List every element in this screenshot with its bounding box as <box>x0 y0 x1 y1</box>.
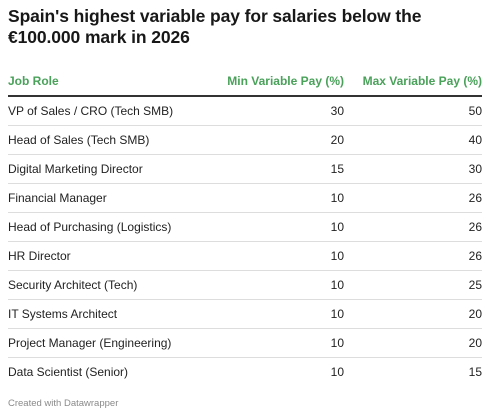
column-header-min-variable-pay[interactable]: Min Variable Pay (%) <box>208 67 344 97</box>
cell-min-variable-pay: 10 <box>330 365 344 379</box>
cell-job-role: Digital Marketing Director <box>8 154 208 184</box>
cell-job-role: VP of Sales / CRO (Tech SMB) <box>8 96 208 126</box>
table-row: VP of Sales / CRO (Tech SMB) 30 50 <box>8 96 482 126</box>
column-header-max-variable-pay[interactable]: Max Variable Pay (%) <box>344 67 482 97</box>
datawrapper-credit[interactable]: Created with Datawrapper <box>8 398 119 409</box>
cell-job-role: IT Systems Architect <box>8 299 208 329</box>
table-row: Head of Sales (Tech SMB) 20 40 <box>8 125 482 155</box>
cell-min-variable-pay: 20 <box>208 125 344 155</box>
table-row: Data Scientist (Senior) 10 15 <box>8 358 482 387</box>
cell-max-variable-pay: 26 <box>344 241 482 271</box>
table-body: VP of Sales / CRO (Tech SMB) 30 50 Head … <box>8 96 482 386</box>
table-row: Digital Marketing Director 15 30 <box>8 154 482 184</box>
cell-min-variable-pay: 15 <box>208 154 344 184</box>
cell-max-variable-pay: 30 <box>344 154 482 184</box>
cell-max-variable-pay: 26 <box>344 183 482 213</box>
cell-job-role: Head of Sales (Tech SMB) <box>8 125 208 155</box>
table-row: Security Architect (Tech) 10 25 <box>8 270 482 300</box>
cell-job-role: Head of Purchasing (Logistics) <box>8 212 208 242</box>
cell-max-variable-pay: 20 <box>344 299 482 329</box>
data-table: Job Role Min Variable Pay (%) Max Variab… <box>8 67 482 386</box>
cell-max-variable-pay: 26 <box>344 212 482 242</box>
cell-max-variable-pay: 40 <box>344 125 482 155</box>
cell-job-role: HR Director <box>8 241 208 271</box>
cell-job-role: Financial Manager <box>8 183 208 213</box>
cell-min-variable-pay: 10 <box>208 270 344 300</box>
cell-max-variable-pay: 15 <box>468 365 482 379</box>
table-row: Financial Manager 10 26 <box>8 183 482 213</box>
cell-job-role: Security Architect (Tech) <box>8 270 208 300</box>
chart-title: Spain's highest variable pay for salarie… <box>8 6 422 47</box>
table-header-row: Job Role Min Variable Pay (%) Max Variab… <box>8 67 482 97</box>
cell-min-variable-pay: 10 <box>208 328 344 358</box>
table-row: Project Manager (Engineering) 10 20 <box>8 328 482 358</box>
cell-min-variable-pay: 10 <box>208 299 344 329</box>
cell-max-variable-pay: 20 <box>344 328 482 358</box>
cell-min-variable-pay: 30 <box>208 96 344 126</box>
chart-container: Spain's highest variable pay for salarie… <box>8 6 482 379</box>
table-row: HR Director 10 26 <box>8 241 482 271</box>
cell-min-variable-pay: 10 <box>208 212 344 242</box>
cell-job-role: Data Scientist (Senior) <box>8 365 129 379</box>
cell-min-variable-pay: 10 <box>208 241 344 271</box>
cell-job-role: Project Manager (Engineering) <box>8 328 208 358</box>
table-row: Head of Purchasing (Logistics) 10 26 <box>8 212 482 242</box>
cell-max-variable-pay: 25 <box>344 270 482 300</box>
column-header-job-role[interactable]: Job Role <box>8 67 208 97</box>
cell-max-variable-pay: 50 <box>344 96 482 126</box>
table-row: IT Systems Architect 10 20 <box>8 299 482 329</box>
cell-min-variable-pay: 10 <box>208 183 344 213</box>
